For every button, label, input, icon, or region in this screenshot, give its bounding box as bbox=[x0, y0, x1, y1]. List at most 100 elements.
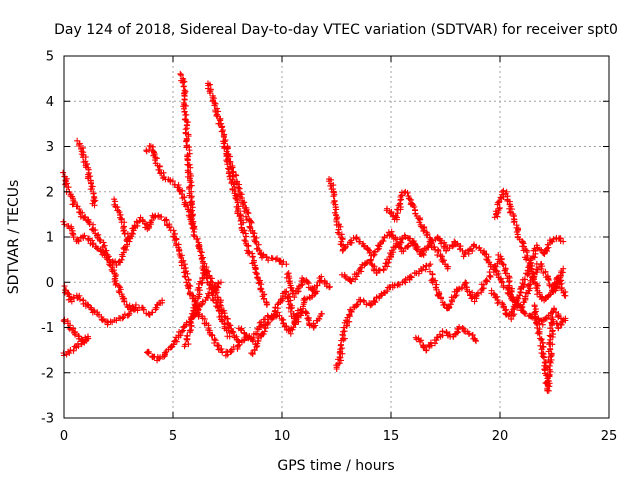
data-point bbox=[353, 234, 360, 241]
data-point bbox=[500, 303, 507, 310]
series-track-aa bbox=[495, 251, 567, 314]
data-point bbox=[434, 246, 441, 253]
data-point bbox=[385, 259, 392, 266]
data-point bbox=[346, 312, 353, 319]
data-point bbox=[198, 249, 205, 256]
data-point bbox=[283, 288, 290, 295]
data-point bbox=[88, 180, 95, 187]
data-point bbox=[372, 299, 379, 306]
data-point bbox=[483, 277, 490, 284]
data-point bbox=[66, 350, 73, 357]
data-point bbox=[79, 209, 86, 216]
data-point bbox=[207, 90, 214, 97]
series-track-r bbox=[326, 176, 427, 259]
data-point bbox=[521, 276, 528, 283]
data-point bbox=[257, 277, 264, 284]
data-point bbox=[435, 292, 442, 299]
data-point bbox=[76, 296, 83, 303]
data-point bbox=[506, 205, 513, 212]
data-point bbox=[511, 218, 518, 225]
data-point bbox=[188, 214, 195, 221]
data-point bbox=[382, 260, 389, 267]
data-point bbox=[91, 307, 98, 314]
data-point bbox=[189, 204, 196, 211]
data-point bbox=[385, 229, 392, 236]
y-tick-label: -1 bbox=[41, 321, 54, 336]
y-tick-label: 2 bbox=[46, 185, 54, 200]
data-point bbox=[179, 327, 186, 334]
data-point bbox=[191, 224, 198, 231]
series-track-n bbox=[221, 144, 290, 268]
data-point bbox=[133, 218, 140, 225]
data-point bbox=[130, 230, 137, 237]
data-point bbox=[405, 242, 412, 249]
data-point bbox=[75, 238, 82, 245]
data-point bbox=[357, 296, 364, 303]
x-tick-label: 20 bbox=[492, 429, 509, 444]
data-point bbox=[146, 142, 153, 149]
data-point bbox=[185, 341, 192, 348]
data-point bbox=[336, 360, 343, 367]
data-point bbox=[182, 274, 189, 281]
data-point bbox=[499, 260, 506, 267]
data-point bbox=[330, 193, 337, 200]
data-point bbox=[465, 250, 472, 257]
series-track-b bbox=[60, 214, 153, 269]
data-point bbox=[84, 333, 91, 340]
data-point bbox=[211, 339, 218, 346]
data-point bbox=[544, 245, 551, 252]
data-point bbox=[126, 302, 133, 309]
data-point bbox=[208, 331, 215, 338]
x-axis-label: GPS time / hours bbox=[277, 458, 394, 474]
data-point bbox=[151, 157, 158, 164]
data-point bbox=[224, 145, 231, 152]
data-point bbox=[169, 178, 176, 185]
data-point bbox=[61, 283, 68, 290]
series-track-q bbox=[283, 270, 333, 301]
data-point bbox=[224, 315, 231, 322]
data-point bbox=[532, 315, 539, 322]
y-tick-label: 0 bbox=[46, 276, 54, 291]
data-point bbox=[398, 239, 405, 246]
data-point bbox=[424, 231, 431, 238]
data-point bbox=[218, 345, 225, 352]
series-track-y bbox=[491, 187, 569, 304]
data-point bbox=[245, 210, 252, 217]
data-point bbox=[333, 362, 340, 369]
data-point bbox=[557, 274, 564, 281]
data-point bbox=[188, 220, 195, 227]
data-point bbox=[229, 328, 236, 335]
y-tick-label: 3 bbox=[46, 140, 54, 155]
data-point bbox=[265, 319, 272, 326]
data-point bbox=[474, 290, 481, 297]
data-point bbox=[438, 295, 445, 302]
data-point bbox=[234, 199, 241, 206]
data-point bbox=[99, 317, 106, 324]
data-point bbox=[100, 239, 107, 246]
series-track-t bbox=[338, 232, 434, 285]
series-track-u bbox=[383, 188, 452, 272]
data-point bbox=[500, 261, 507, 268]
data-point bbox=[158, 170, 165, 177]
data-point bbox=[92, 197, 99, 204]
data-point bbox=[233, 195, 240, 202]
data-point bbox=[314, 282, 321, 289]
data-point bbox=[189, 295, 196, 302]
data-point bbox=[288, 284, 295, 291]
data-point bbox=[178, 71, 185, 78]
data-point bbox=[179, 195, 186, 202]
series-track-c bbox=[60, 169, 166, 318]
data-point bbox=[388, 208, 395, 215]
data-point bbox=[127, 235, 134, 242]
data-point bbox=[553, 320, 560, 327]
data-point bbox=[465, 330, 472, 337]
data-point bbox=[60, 218, 67, 225]
data-point bbox=[549, 328, 556, 335]
data-point bbox=[453, 292, 460, 299]
data-point bbox=[546, 339, 553, 346]
data-point bbox=[516, 292, 523, 299]
data-point bbox=[225, 324, 232, 331]
data-point bbox=[166, 224, 173, 231]
data-point bbox=[175, 248, 182, 255]
data-point bbox=[333, 206, 340, 213]
